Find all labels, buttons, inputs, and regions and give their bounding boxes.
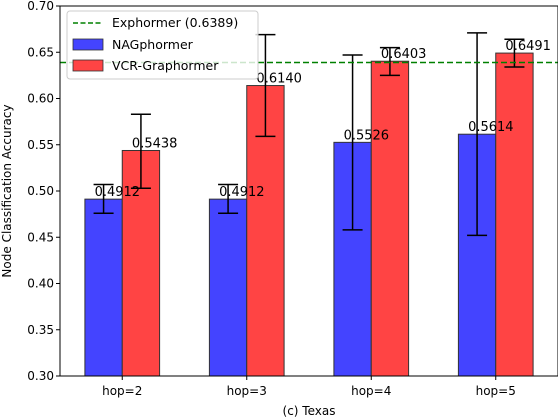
bar-vcr-graphormer: [370, 60, 410, 377]
data-label: 0.4912: [95, 185, 141, 200]
data-label: 0.6140: [256, 72, 302, 87]
x-tick-label: hop=4: [351, 384, 391, 398]
legend: Exphormer (0.6389) NAGphormer VCR-Grapho…: [66, 10, 259, 80]
bars-layer: [84, 52, 534, 377]
y-tick-label: 0.50: [27, 184, 54, 198]
legend-frame: [66, 10, 259, 80]
legend-swatch-nagphormer: [72, 38, 104, 51]
x-axis: hop=2 hop=3 hop=4 hop=5: [102, 376, 516, 398]
x-tick-label: hop=5: [476, 384, 516, 398]
legend-entry-nagphormer: NAGphormer: [112, 37, 194, 52]
data-label: 0.4912: [219, 185, 265, 200]
x-tick-label: hop=3: [227, 384, 267, 398]
x-axis-label: (c) Texas: [283, 404, 336, 417]
bar-vcr-graphormer: [495, 52, 534, 377]
data-label: 0.6491: [505, 39, 551, 54]
y-axis-label: Node Classification Accuracy: [0, 104, 14, 277]
bar-nagphormer: [84, 198, 123, 377]
y-tick-label: 0.65: [27, 45, 54, 59]
x-tick-label: hop=2: [102, 384, 142, 398]
data-label: 0.5438: [132, 136, 178, 151]
legend-entry-vcr-graphormer: VCR-Graphormer: [112, 58, 219, 73]
y-tick-label: 0.60: [27, 92, 54, 106]
legend-swatch-vcr-graphormer: [72, 59, 104, 72]
y-axis: 0.30 0.35 0.40 0.45 0.50 0.55 0.60 0.65 0.70: [27, 0, 60, 383]
y-tick-label: 0.30: [27, 369, 54, 383]
y-tick-label: 0.45: [27, 230, 54, 244]
data-label: 0.5614: [468, 120, 514, 135]
data-labels-layer: 0.4912 0.5438 0.4912 0.6140 0.5526 0.6403 0.56…: [95, 39, 551, 200]
errorbars-layer: [93, 32, 525, 237]
y-tick-label: 0.35: [27, 323, 54, 337]
data-label: 0.6403: [381, 47, 427, 62]
bar-nagphormer: [208, 198, 248, 377]
y-tick-label: 0.55: [27, 138, 54, 152]
y-tick-label: 0.70: [27, 0, 54, 13]
legend-entry-exphormer: Exphormer (0.6389): [112, 15, 238, 30]
y-tick-label: 0.40: [27, 277, 54, 291]
data-label: 0.5526: [344, 128, 390, 143]
